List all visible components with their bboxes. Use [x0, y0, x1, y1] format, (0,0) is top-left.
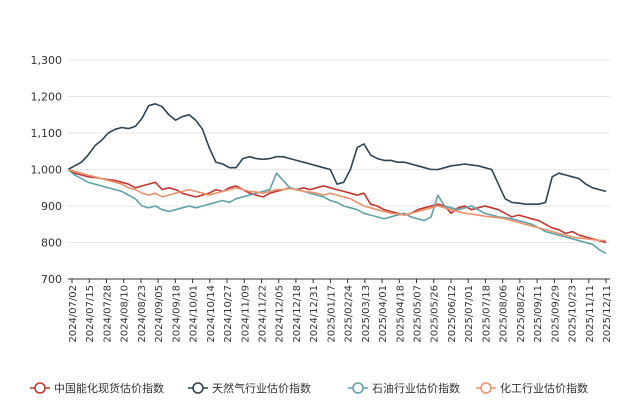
y-tick-label: 1,000 — [31, 164, 63, 177]
x-tick-label: 2024/12/31 — [309, 285, 320, 343]
grid-lines — [68, 59, 610, 280]
x-tick-label: 2024/12/18 — [292, 285, 303, 343]
x-tick-label: 2024/11/22 — [257, 285, 268, 343]
y-tick-label: 1,100 — [31, 127, 63, 140]
x-tick-label: 2024/07/15 — [85, 285, 96, 343]
legend-label-3[interactable]: 化工行业估价指数 — [500, 381, 588, 395]
y-tick-label: 700 — [41, 273, 62, 286]
x-tick-label: 2025/08/06 — [499, 285, 510, 343]
x-tick-label: 2025/08/25 — [516, 285, 527, 343]
y-tick-label: 1,300 — [31, 54, 63, 67]
x-tick-label: 2025/04/18 — [395, 285, 406, 343]
x-tick-label: 2025/05/26 — [430, 285, 441, 343]
series-line-1 — [67, 103, 607, 205]
x-tick-label: 2025/06/12 — [447, 285, 458, 343]
legend-label-1[interactable]: 天然气行业估价指数 — [212, 381, 311, 395]
x-tick-label: 2024/07/02 — [68, 285, 79, 343]
x-tick-label: 2024/10/01 — [189, 285, 200, 343]
x-tick-label: 2025/10/23 — [568, 285, 579, 343]
x-tick-label: 2024/08/23 — [137, 285, 148, 343]
y-axis: 700 800 900 1,000 1,100 1,200 1,300 — [31, 54, 63, 286]
legend: 中国能化现货估价指数 天然气行业估价指数 石油行业估价指数 化工行业估价指数 — [30, 381, 588, 395]
x-tick-label: 2024/08/10 — [120, 285, 131, 343]
series-line-2 — [67, 168, 607, 255]
x-tick-label: 2024/07/28 — [102, 285, 113, 343]
x-tick-label: 2025/11/11 — [585, 285, 596, 343]
x-axis: 2024/07/02 2024/07/15 2024/07/28 2024/08/10… — [68, 278, 613, 343]
legend-label-0[interactable]: 中国能化现货估价指数 — [54, 381, 164, 395]
legend-label-2[interactable]: 石油行业估价指数 — [372, 381, 460, 395]
x-tick-label: 2025/05/07 — [413, 285, 424, 343]
x-tick-label: 2025/09/29 — [550, 285, 561, 343]
x-tick-label: 2024/09/05 — [154, 285, 165, 343]
series-line-0 — [67, 168, 607, 244]
x-tick-label: 2025/07/18 — [481, 285, 492, 343]
x-tick-label: 2024/11/09 — [240, 285, 251, 343]
y-tick-label: 900 — [41, 200, 62, 213]
x-tick-label: 2025/02/24 — [344, 285, 355, 343]
x-tick-label: 2024/10/14 — [206, 285, 217, 343]
x-tick-label: 2025/04/01 — [378, 285, 389, 343]
x-tick-label: 2025/07/01 — [464, 285, 475, 343]
series-line-3 — [67, 168, 607, 242]
y-tick-label: 800 — [41, 237, 62, 250]
legend-marker-2 — [352, 382, 364, 394]
series-lines — [67, 103, 607, 255]
legend-marker-0 — [34, 382, 46, 394]
legend-marker-1 — [192, 382, 204, 394]
y-tick-label: 1,200 — [31, 91, 63, 104]
x-tick-label: 2025/12/11 — [602, 285, 613, 343]
x-tick-label: 2025/03/13 — [361, 285, 372, 343]
legend-marker-3 — [480, 382, 492, 394]
x-tick-label: 2024/10/27 — [223, 285, 234, 343]
x-tick-label: 2024/12/05 — [275, 285, 286, 343]
x-tick-label: 2025/09/11 — [533, 285, 544, 343]
x-tick-label: 2024/09/18 — [171, 285, 182, 343]
x-tick-label: 2025/01/17 — [326, 285, 337, 343]
